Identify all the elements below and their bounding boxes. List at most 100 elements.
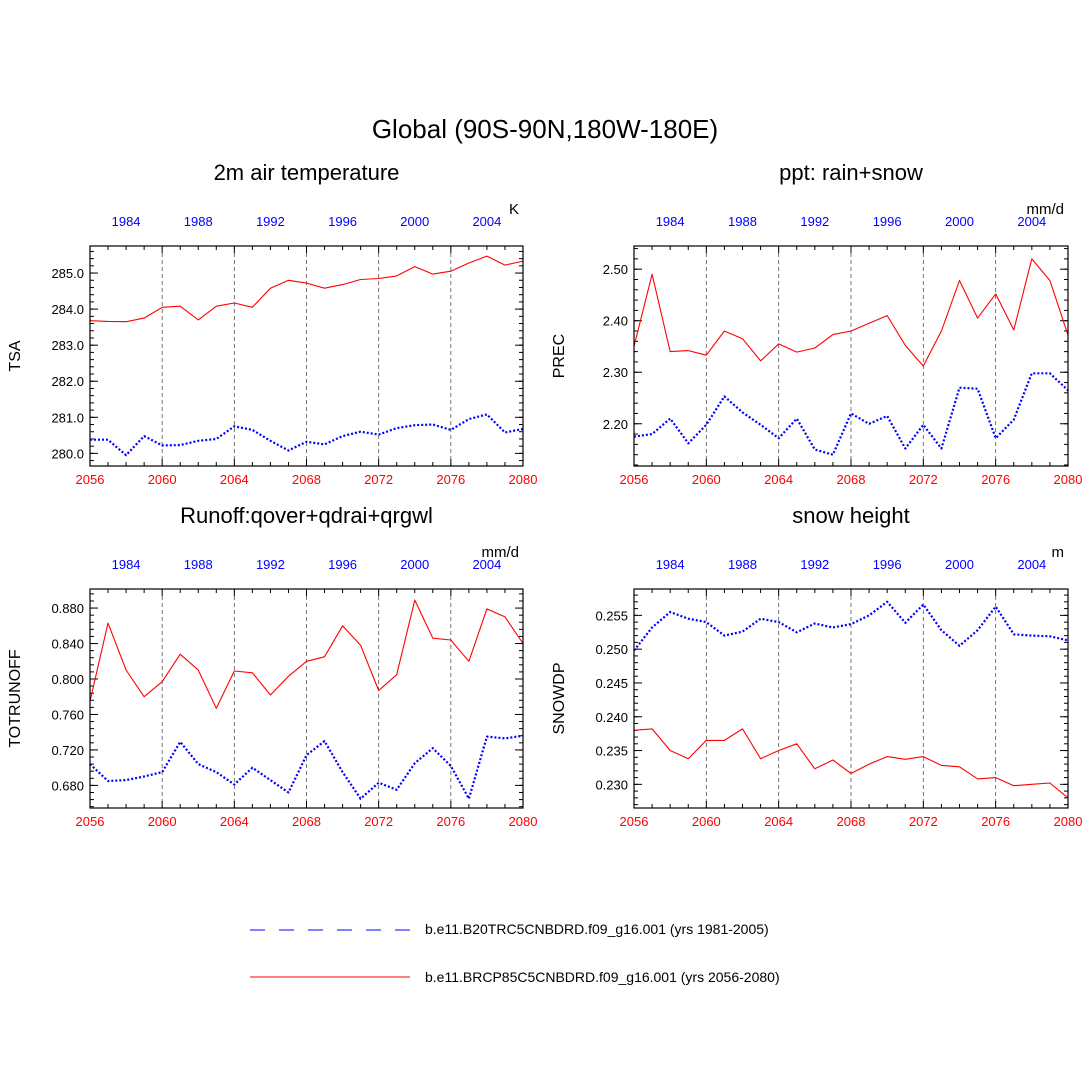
panel-2-xtick-top: 1992 <box>800 214 829 229</box>
panel-2-ytick-label: 2.30 <box>603 365 628 380</box>
panel-1-xtick-top: 2004 <box>472 214 501 229</box>
panel-2-units: mm/d <box>1027 201 1065 218</box>
panel-2-xtick-bottom: 2072 <box>909 472 938 487</box>
panel-1-units: K <box>509 201 519 218</box>
panel-1-future-line <box>89 255 524 323</box>
panel-3-ytick-label: 0.680 <box>51 778 84 793</box>
panel-3-xtick-bottom: 2064 <box>220 814 249 829</box>
panel-2-xtick-bottom: 2068 <box>837 472 866 487</box>
panel-4-xtick-top: 1992 <box>800 557 829 572</box>
panel-1-xtick-bottom: 2064 <box>220 472 249 487</box>
panel-1-ytick-label: 280.0 <box>51 446 84 461</box>
panel-3-xtick-top: 2004 <box>472 557 501 572</box>
panel-4-xtick-bottom: 2068 <box>837 814 866 829</box>
panel-2-xtick-bottom: 2064 <box>764 472 793 487</box>
panel-4-ytick-label: 0.235 <box>595 744 628 759</box>
panel-2-xtick-top: 1988 <box>728 214 757 229</box>
panel-4-frame <box>633 588 1069 809</box>
legend-future-label: b.e11.BRCP85C5CNBDRD.f09_g16.001 (yrs 20… <box>425 969 780 985</box>
panel-4-title: snow height <box>792 503 909 528</box>
panel-3-ytick-label: 0.760 <box>51 707 84 722</box>
main-title: Global (90S-90N,180W-180E) <box>372 114 718 144</box>
panel-3: Runoff:qover+qdrai+qrgwl mm/d TOTRUNOFF 205… <box>7 503 537 829</box>
panel-3-ylabel: TOTRUNOFF <box>7 649 24 748</box>
panel-1-xtick-bottom: 2080 <box>509 472 538 487</box>
panel-3-xtick-bottom: 2072 <box>364 814 393 829</box>
panel-1-xtick-bottom: 2056 <box>76 472 105 487</box>
panel-3-xtick-bottom: 2056 <box>76 814 105 829</box>
panel-3-ytick-label: 0.880 <box>51 601 84 616</box>
panel-3-xtick-top: 1988 <box>184 557 213 572</box>
panel-4-xtick-top: 2000 <box>945 557 974 572</box>
panel-4-xtick-top: 1988 <box>728 557 757 572</box>
panel-4-ytick-label: 0.255 <box>595 608 628 623</box>
panel-1: 2m air temperature K TSA 2056 2060 2064 2068 20… <box>7 160 537 487</box>
panel-4-xtick-top: 1984 <box>656 557 685 572</box>
panel-4-xtick-bottom: 2060 <box>692 814 721 829</box>
panel-2-ylabel: PREC <box>551 334 568 378</box>
panel-3-frame <box>89 588 524 809</box>
panel-4-xtick-bottom: 2064 <box>764 814 793 829</box>
panel-4-ytick-label: 0.240 <box>595 710 628 725</box>
panel-4-xtick-bottom: 2056 <box>620 814 649 829</box>
panel-3-xtick-bottom: 2068 <box>292 814 321 829</box>
panel-3-xtick-top: 1984 <box>112 557 141 572</box>
panel-3-xtick-bottom: 2076 <box>436 814 465 829</box>
panel-3-ytick-label: 0.800 <box>51 672 84 687</box>
panel-3-xtick-bottom: 2060 <box>148 814 177 829</box>
panel-3-xtick-bottom: 2080 <box>509 814 538 829</box>
panel-2-xtick-top: 2004 <box>1017 214 1046 229</box>
panel-2-frame <box>633 245 1069 467</box>
panel-2-title: ppt: rain+snow <box>779 160 923 185</box>
panel-4-xtick-bottom: 2076 <box>981 814 1010 829</box>
panel-2-xtick-top: 2000 <box>945 214 974 229</box>
panel-1-xtick-top: 1992 <box>256 214 285 229</box>
panel-1-ytick-label: 284.0 <box>51 302 84 317</box>
panel-3-units: mm/d <box>482 544 520 561</box>
panel-4-future-line <box>633 728 1069 799</box>
panel-1-xtick-bottom: 2068 <box>292 472 321 487</box>
panel-2-xtick-bottom: 2056 <box>620 472 649 487</box>
panel-3-xtick-top: 2000 <box>400 557 429 572</box>
panel-2-xtick-top: 1996 <box>873 214 902 229</box>
panel-2-xtick-bottom: 2060 <box>692 472 721 487</box>
panel-1-ytick-label: 282.0 <box>51 374 84 389</box>
panel-1-title: 2m air temperature <box>214 160 400 185</box>
panel-1-xtick-top: 2000 <box>400 214 429 229</box>
panel-2-ytick-label: 2.20 <box>603 417 628 432</box>
panel-1-xtick-top: 1988 <box>184 214 213 229</box>
panel-3-title: Runoff:qover+qdrai+qrgwl <box>180 503 433 528</box>
panels: 2m air temperature K TSA 2056 2060 2064 2068 20… <box>7 160 1082 829</box>
panel-1-xtick-top: 1984 <box>112 214 141 229</box>
panel-1-historical-line <box>90 413 524 457</box>
panel-1-xtick-bottom: 2072 <box>364 472 393 487</box>
panel-3-future-line <box>89 599 524 709</box>
panel-2-future-line <box>633 258 1069 367</box>
legend: b.e11.B20TRC5CNBDRD.f09_g16.001 (yrs 198… <box>250 921 780 985</box>
panel-2-ytick-label: 2.40 <box>603 314 628 329</box>
panel-2: ppt: rain+snow mm/d PREC 2056 2060 2064 2068 20… <box>551 160 1082 487</box>
panel-3-ytick-label: 0.720 <box>51 743 84 758</box>
panel-2-xtick-bottom: 2076 <box>981 472 1010 487</box>
panel-1-ylabel: TSA <box>7 340 24 371</box>
panel-1-ytick-label: 281.0 <box>51 410 84 425</box>
panel-4-xtick-bottom: 2080 <box>1054 814 1083 829</box>
panel-3-xtick-top: 1992 <box>256 557 285 572</box>
panel-4-ylabel: SNOWDP <box>551 663 568 735</box>
panel-4-xtick-top: 1996 <box>873 557 902 572</box>
panel-4-xtick-bottom: 2072 <box>909 814 938 829</box>
panel-4-xtick-top: 2004 <box>1017 557 1046 572</box>
panel-4-ytick-label: 0.245 <box>595 676 628 691</box>
panel-1-xtick-bottom: 2060 <box>148 472 177 487</box>
panel-3-xtick-top: 1996 <box>328 557 357 572</box>
panel-1-frame <box>89 245 524 467</box>
legend-historical-label: b.e11.B20TRC5CNBDRD.f09_g16.001 (yrs 198… <box>425 921 769 937</box>
panel-2-xtick-top: 1984 <box>656 214 685 229</box>
panel-4-ytick-label: 0.230 <box>595 777 628 792</box>
panel-3-ytick-label: 0.840 <box>51 637 84 652</box>
panel-1-ytick-label: 285.0 <box>51 266 84 281</box>
panel-2-xtick-bottom: 2080 <box>1054 472 1083 487</box>
panel-1-ytick-label: 283.0 <box>51 338 84 353</box>
panel-1-xtick-bottom: 2076 <box>436 472 465 487</box>
